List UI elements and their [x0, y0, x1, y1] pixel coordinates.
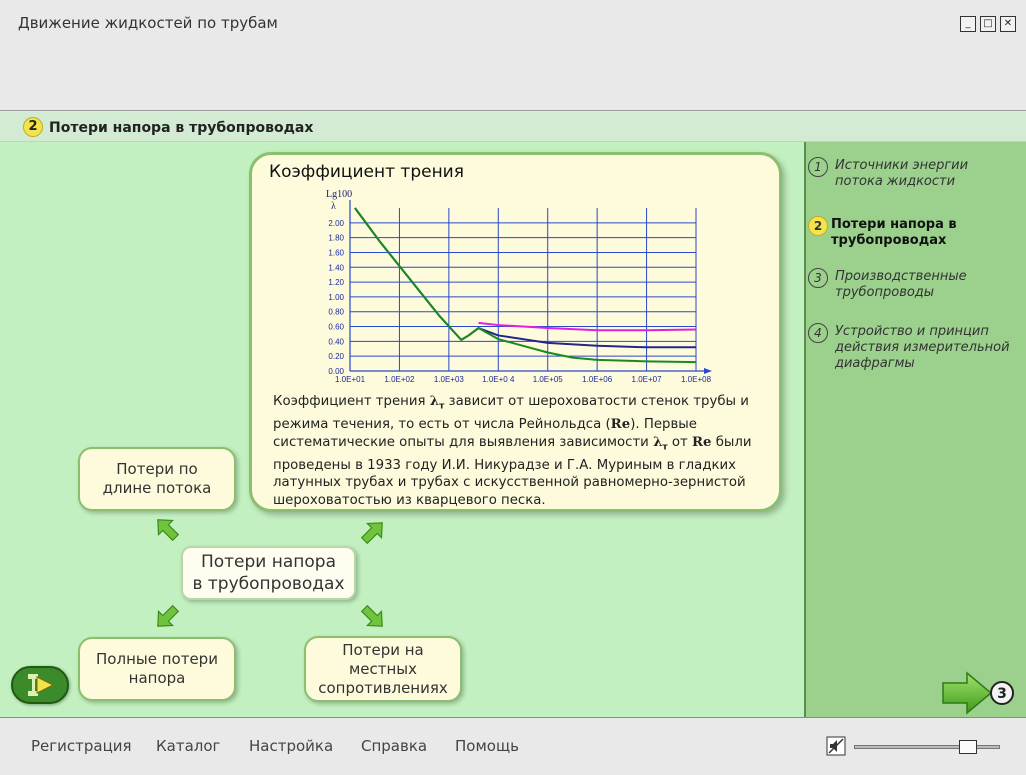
menu-registration[interactable]: Регистрация — [31, 737, 132, 755]
menu-catalog[interactable]: Каталог — [156, 737, 221, 755]
card-description: Коэффициент трения λт зависит от шерохов… — [273, 394, 752, 508]
chart-x-tick-label: 1.0E+05 — [533, 375, 564, 384]
title-bar: Движение жидкостей по трубам _ □ ✕ — [0, 0, 1026, 111]
section-number-badge: 2 — [23, 117, 43, 137]
chart-x-tick-label: 1.0E+01 — [335, 375, 366, 384]
menu-reference[interactable]: Справка — [361, 737, 428, 755]
chart-x-tick-label: 1.0E+02 — [384, 375, 415, 384]
sidebar-item-label: Устройство и принцип действия измерительн… — [835, 324, 1010, 371]
section-title: Потери напора в трубопроводах — [49, 120, 314, 136]
chart-x-tick-label: 1.0E+0 4 — [482, 375, 515, 384]
sidebar-item-label: Производственные трубопроводы — [835, 269, 967, 300]
sidebar-item-label: Потери напора в трубопроводах — [831, 217, 957, 248]
card-title: Коэффициент трения — [269, 162, 464, 182]
arrow-down-right-icon — [360, 604, 383, 627]
chart-x-tick-label: 1.0E+03 — [434, 375, 465, 384]
next-arrow-icon — [942, 671, 993, 715]
chart-y-tick-label: 2.00 — [328, 219, 344, 228]
volume-slider-handle[interactable] — [959, 740, 977, 754]
item-number: 4 — [808, 323, 828, 343]
volume-slider[interactable] — [854, 740, 1000, 754]
friction-coefficient-card: Коэффициент трения 1.0E+01 1.0E+02 1.0E+03… — [249, 152, 782, 512]
chart-y-tick-label: 1.00 — [328, 293, 344, 302]
sidebar — [804, 142, 1026, 717]
node-center-head-losses[interactable]: Потери напора в трубопроводах — [181, 546, 356, 600]
chart-x-tick-label: 1.0E+06 — [582, 375, 613, 384]
app-title: Движение жидкостей по трубам — [18, 14, 278, 32]
chart-y-tick-label: 1.20 — [328, 278, 344, 287]
chart-y-tick-label: 0.40 — [328, 337, 344, 346]
chart-y-tick-label: 0.80 — [328, 308, 344, 317]
chart-y-tick-label: 0.20 — [328, 352, 344, 361]
node-length-losses[interactable]: Потери по длине потока — [78, 447, 236, 511]
item-number: 1 — [808, 157, 828, 177]
chart-ylabel: Lg100 — [326, 189, 352, 200]
chart-x-tick-label: 1.0E+07 — [632, 375, 663, 384]
next-section-number: 3 — [990, 681, 1014, 705]
mute-speaker-icon[interactable] — [826, 736, 846, 756]
arrow-up-right-icon — [360, 522, 383, 545]
sidebar-item-label: Источники энергии потока жидкости — [835, 158, 969, 189]
play-button[interactable] — [11, 666, 69, 704]
node-total-losses[interactable]: Полные потери напора — [78, 637, 236, 701]
arrow-down-left-icon — [157, 604, 180, 627]
node-local-resistance-losses[interactable]: Потери на местных сопротивлениях — [304, 636, 462, 702]
chart-ylabel: λ — [331, 201, 336, 212]
chart-y-tick-label: 1.40 — [328, 263, 344, 272]
chart-y-tick-label: 0.00 — [328, 367, 344, 376]
play-icon — [28, 674, 55, 696]
chart-y-tick-label: 1.80 — [328, 234, 344, 243]
chart-y-tick-label: 0.60 — [328, 323, 344, 332]
item-number: 3 — [808, 268, 828, 288]
minimize-button[interactable]: _ — [960, 16, 976, 32]
maximize-button[interactable]: □ — [980, 16, 996, 32]
section-header: 2 Потери напора в трубопроводах — [0, 112, 1026, 142]
arrow-up-left-icon — [157, 519, 180, 542]
close-button[interactable]: ✕ — [1000, 16, 1016, 32]
chart-series-line — [354, 207, 697, 364]
menu-help[interactable]: Помощь — [455, 737, 519, 755]
chart-x-tick-label: 1.0E+08 — [681, 375, 712, 384]
next-button[interactable]: 3 — [940, 670, 1016, 716]
menu-settings[interactable]: Настройка — [249, 737, 334, 755]
chart-x-axis-arrow — [704, 368, 712, 374]
chart-y-tick-label: 1.60 — [328, 248, 344, 257]
chart-series-line — [478, 321, 697, 332]
friction-chart: 1.0E+01 1.0E+02 1.0E+03 1.0E+0 4 1.0E+05 1.0E… — [326, 189, 712, 384]
item-number: 2 — [808, 216, 828, 236]
